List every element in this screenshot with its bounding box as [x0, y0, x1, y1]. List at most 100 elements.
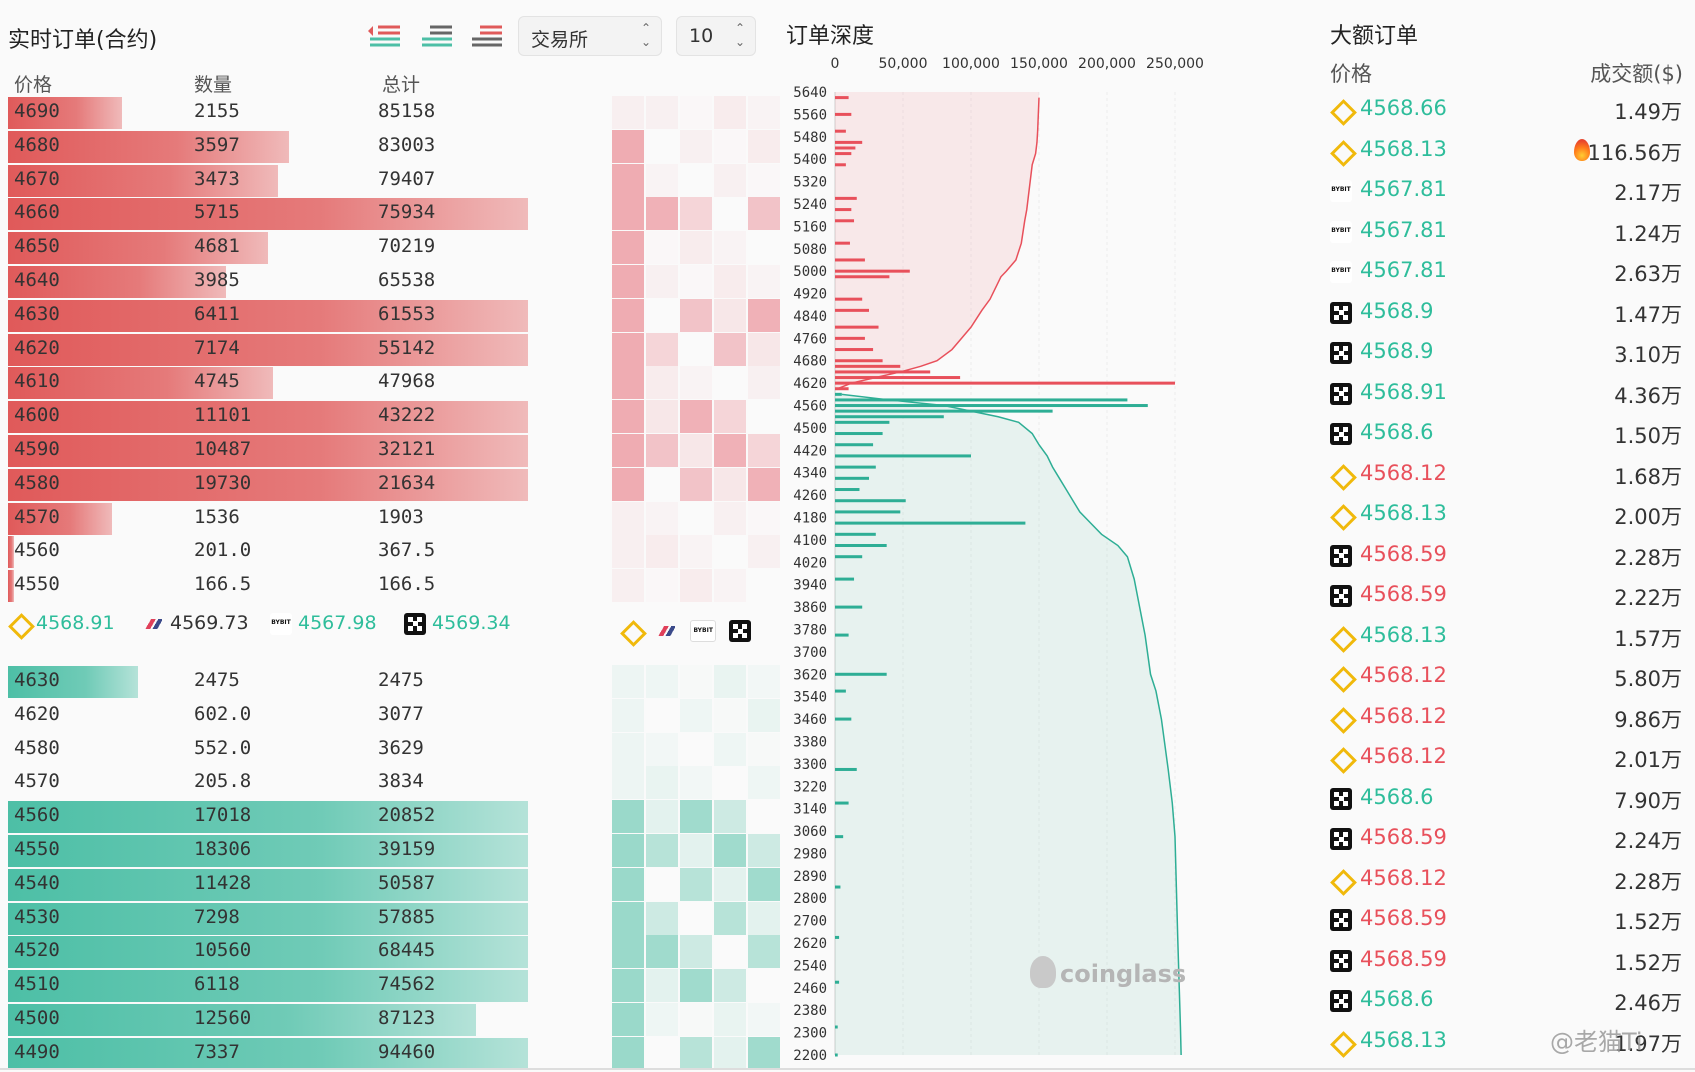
large-order-row[interactable]: 4568.12 2.28万: [1330, 860, 1690, 900]
ask-row[interactable]: 4660 5715 75934: [8, 197, 528, 231]
bid-row[interactable]: 4580 552.0 3629: [8, 733, 528, 766]
bid-row[interactable]: 4560 17018 20852: [8, 800, 528, 834]
large-order-row[interactable]: 4568.6 2.46万: [1330, 981, 1690, 1021]
bid-qty: 205.8: [194, 770, 252, 793]
ask-row[interactable]: 4620 7174 55142: [8, 333, 528, 366]
ask-heat-cell: [646, 366, 678, 400]
bid-row[interactable]: 4500 12560 87123: [8, 1003, 528, 1036]
bid-heat-cell: [646, 665, 678, 698]
bid-row[interactable]: 4540 11428 50587: [8, 868, 528, 901]
ask-depth-bar: [835, 376, 961, 380]
ask-qty: 3597: [194, 133, 240, 156]
bid-depth-area: [835, 394, 1182, 1055]
ask-row[interactable]: 4690 2155 85158: [8, 96, 528, 129]
large-order-row[interactable]: BYBIT 4567.81 1.24万: [1330, 212, 1690, 252]
depth-chart[interactable]: 0 50,000 100,000 150,000 200,000 250,000 5640 5…: [780, 0, 1300, 1072]
ask-row[interactable]: 4640 3985 65538: [8, 265, 528, 298]
ask-heat-cell: [714, 400, 746, 434]
view-asks-icon[interactable]: [468, 22, 504, 50]
large-order-row[interactable]: 4568.12 1.68万: [1330, 455, 1690, 495]
large-order-price: 4568.59: [1360, 582, 1447, 606]
large-order-row[interactable]: 4568.9 1.47万: [1330, 293, 1690, 333]
ticker-binance[interactable]: 4568.91: [8, 612, 115, 635]
large-order-row[interactable]: 4568.6 7.90万: [1330, 779, 1690, 819]
ask-row[interactable]: 4560 201.0 367.5: [8, 535, 528, 569]
ask-row[interactable]: 4570 1536 1903: [8, 502, 528, 535]
large-order-row[interactable]: 4568.12 9.86万: [1330, 698, 1690, 738]
bitget-icon[interactable]: [655, 620, 677, 642]
ticker-bybit[interactable]: BYBIT 4567.98: [270, 612, 377, 635]
ask-row[interactable]: 4610 4745 47968: [8, 366, 528, 400]
ask-cumulative-line: [837, 97, 1040, 390]
okx-icon[interactable]: [729, 620, 752, 642]
bid-row[interactable]: 4530 7298 57885: [8, 902, 528, 935]
ask-heat-cell: [646, 569, 678, 602]
ask-qty: 19730: [194, 471, 252, 494]
view-both-icon[interactable]: [366, 22, 402, 50]
ask-row[interactable]: 4600 11101 43222: [8, 400, 528, 434]
bid-heat-cell: [714, 901, 746, 935]
bid-heat-cell: [748, 733, 780, 766]
bid-price: 4520: [14, 939, 60, 962]
bid-heat-cell: [748, 665, 780, 698]
bybit-icon: BYBIT: [1330, 261, 1352, 283]
bid-depth-bar: [8, 1004, 476, 1036]
binance-icon: [1330, 1031, 1352, 1053]
bid-qty: 17018: [194, 804, 252, 827]
ask-row[interactable]: 4650 4681 70219: [8, 231, 528, 265]
bid-depth-bar: [8, 801, 528, 834]
ask-heat-cell: [680, 298, 712, 332]
bid-depth-bar: [8, 970, 528, 1003]
depth-title: 订单深度: [786, 24, 875, 49]
large-order-row[interactable]: 4568.59 2.22万: [1330, 576, 1690, 616]
bid-row[interactable]: 4520 10560 68445: [8, 935, 528, 969]
large-order-row[interactable]: 4568.6 1.50万: [1330, 414, 1690, 454]
ticker-okx[interactable]: 4569.34: [404, 612, 511, 635]
view-bids-icon[interactable]: [418, 22, 454, 50]
large-order-row[interactable]: 4568.91 4.36万: [1330, 374, 1690, 414]
ticker-bitget[interactable]: 4569.73: [142, 612, 249, 635]
ask-row[interactable]: 4630 6411 61553: [8, 299, 528, 332]
bid-row[interactable]: 4630 2475 2475: [8, 665, 528, 698]
large-order-row[interactable]: 4568.13 1.97万: [1330, 1022, 1690, 1062]
ask-row[interactable]: 4590 10487 32121: [8, 434, 528, 467]
large-order-row[interactable]: 4568.9 3.10万: [1330, 333, 1690, 373]
large-order-row[interactable]: 4568.13 1.57万: [1330, 617, 1690, 657]
bid-row[interactable]: 4490 7337 94460: [8, 1037, 528, 1070]
large-order-row[interactable]: 4568.66 1.49万: [1330, 90, 1690, 130]
ask-heat-cell: [612, 298, 644, 332]
large-order-row[interactable]: 4568.59 2.28万: [1330, 536, 1690, 576]
ask-heat-cell: [714, 265, 746, 298]
bid-total: 20852: [378, 804, 436, 827]
large-order-row[interactable]: 4568.13 116.56万: [1330, 131, 1690, 171]
large-order-row[interactable]: 4568.59 1.52万: [1330, 941, 1690, 981]
ask-row[interactable]: 4670 3473 79407: [8, 164, 528, 197]
large-order-row[interactable]: BYBIT 4567.81 2.63万: [1330, 252, 1690, 292]
ask-row[interactable]: 4580 19730 21634: [8, 468, 528, 501]
ask-row[interactable]: 4680 3597 83003: [8, 130, 528, 163]
bid-row[interactable]: 4620 602.0 3077: [8, 699, 528, 732]
large-order-amount: 7.90万: [1614, 788, 1682, 813]
large-order-row[interactable]: BYBIT 4567.81 2.17万: [1330, 171, 1690, 211]
large-order-row[interactable]: 4568.13 2.00万: [1330, 495, 1690, 535]
bid-heat-cell: [646, 800, 678, 834]
bid-heat-cell: [748, 800, 780, 833]
large-order-row[interactable]: 4568.59 1.52万: [1330, 900, 1690, 940]
ask-row[interactable]: 4550 166.5 166.5: [8, 569, 528, 603]
bid-row[interactable]: 4550 18306 39159: [8, 834, 528, 867]
large-order-amount: 2.01万: [1614, 748, 1682, 772]
large-order-amount: 1.52万: [1614, 910, 1682, 934]
ask-heat-cell: [646, 130, 678, 163]
depth-select[interactable]: 10 ⌃ ⌄: [676, 16, 756, 56]
bybit-icon[interactable]: BYBIT: [690, 620, 717, 642]
depth-x-tick: 50,000: [879, 56, 928, 72]
binance-icon[interactable]: [620, 620, 642, 642]
bid-row[interactable]: 4510 6118 74562: [8, 969, 528, 1003]
ask-depth-bar: [835, 359, 883, 363]
large-order-row[interactable]: 4568.12 2.01万: [1330, 738, 1690, 778]
large-order-row[interactable]: 4568.12 5.80万: [1330, 657, 1690, 697]
exchange-select[interactable]: 交易所 ⌃ ⌄: [518, 16, 662, 56]
large-order-row[interactable]: 4568.59 2.24万: [1330, 819, 1690, 859]
select-arrows-icon: ⌃ ⌄: [734, 21, 745, 49]
bid-row[interactable]: 4570 205.8 3834: [8, 766, 528, 799]
